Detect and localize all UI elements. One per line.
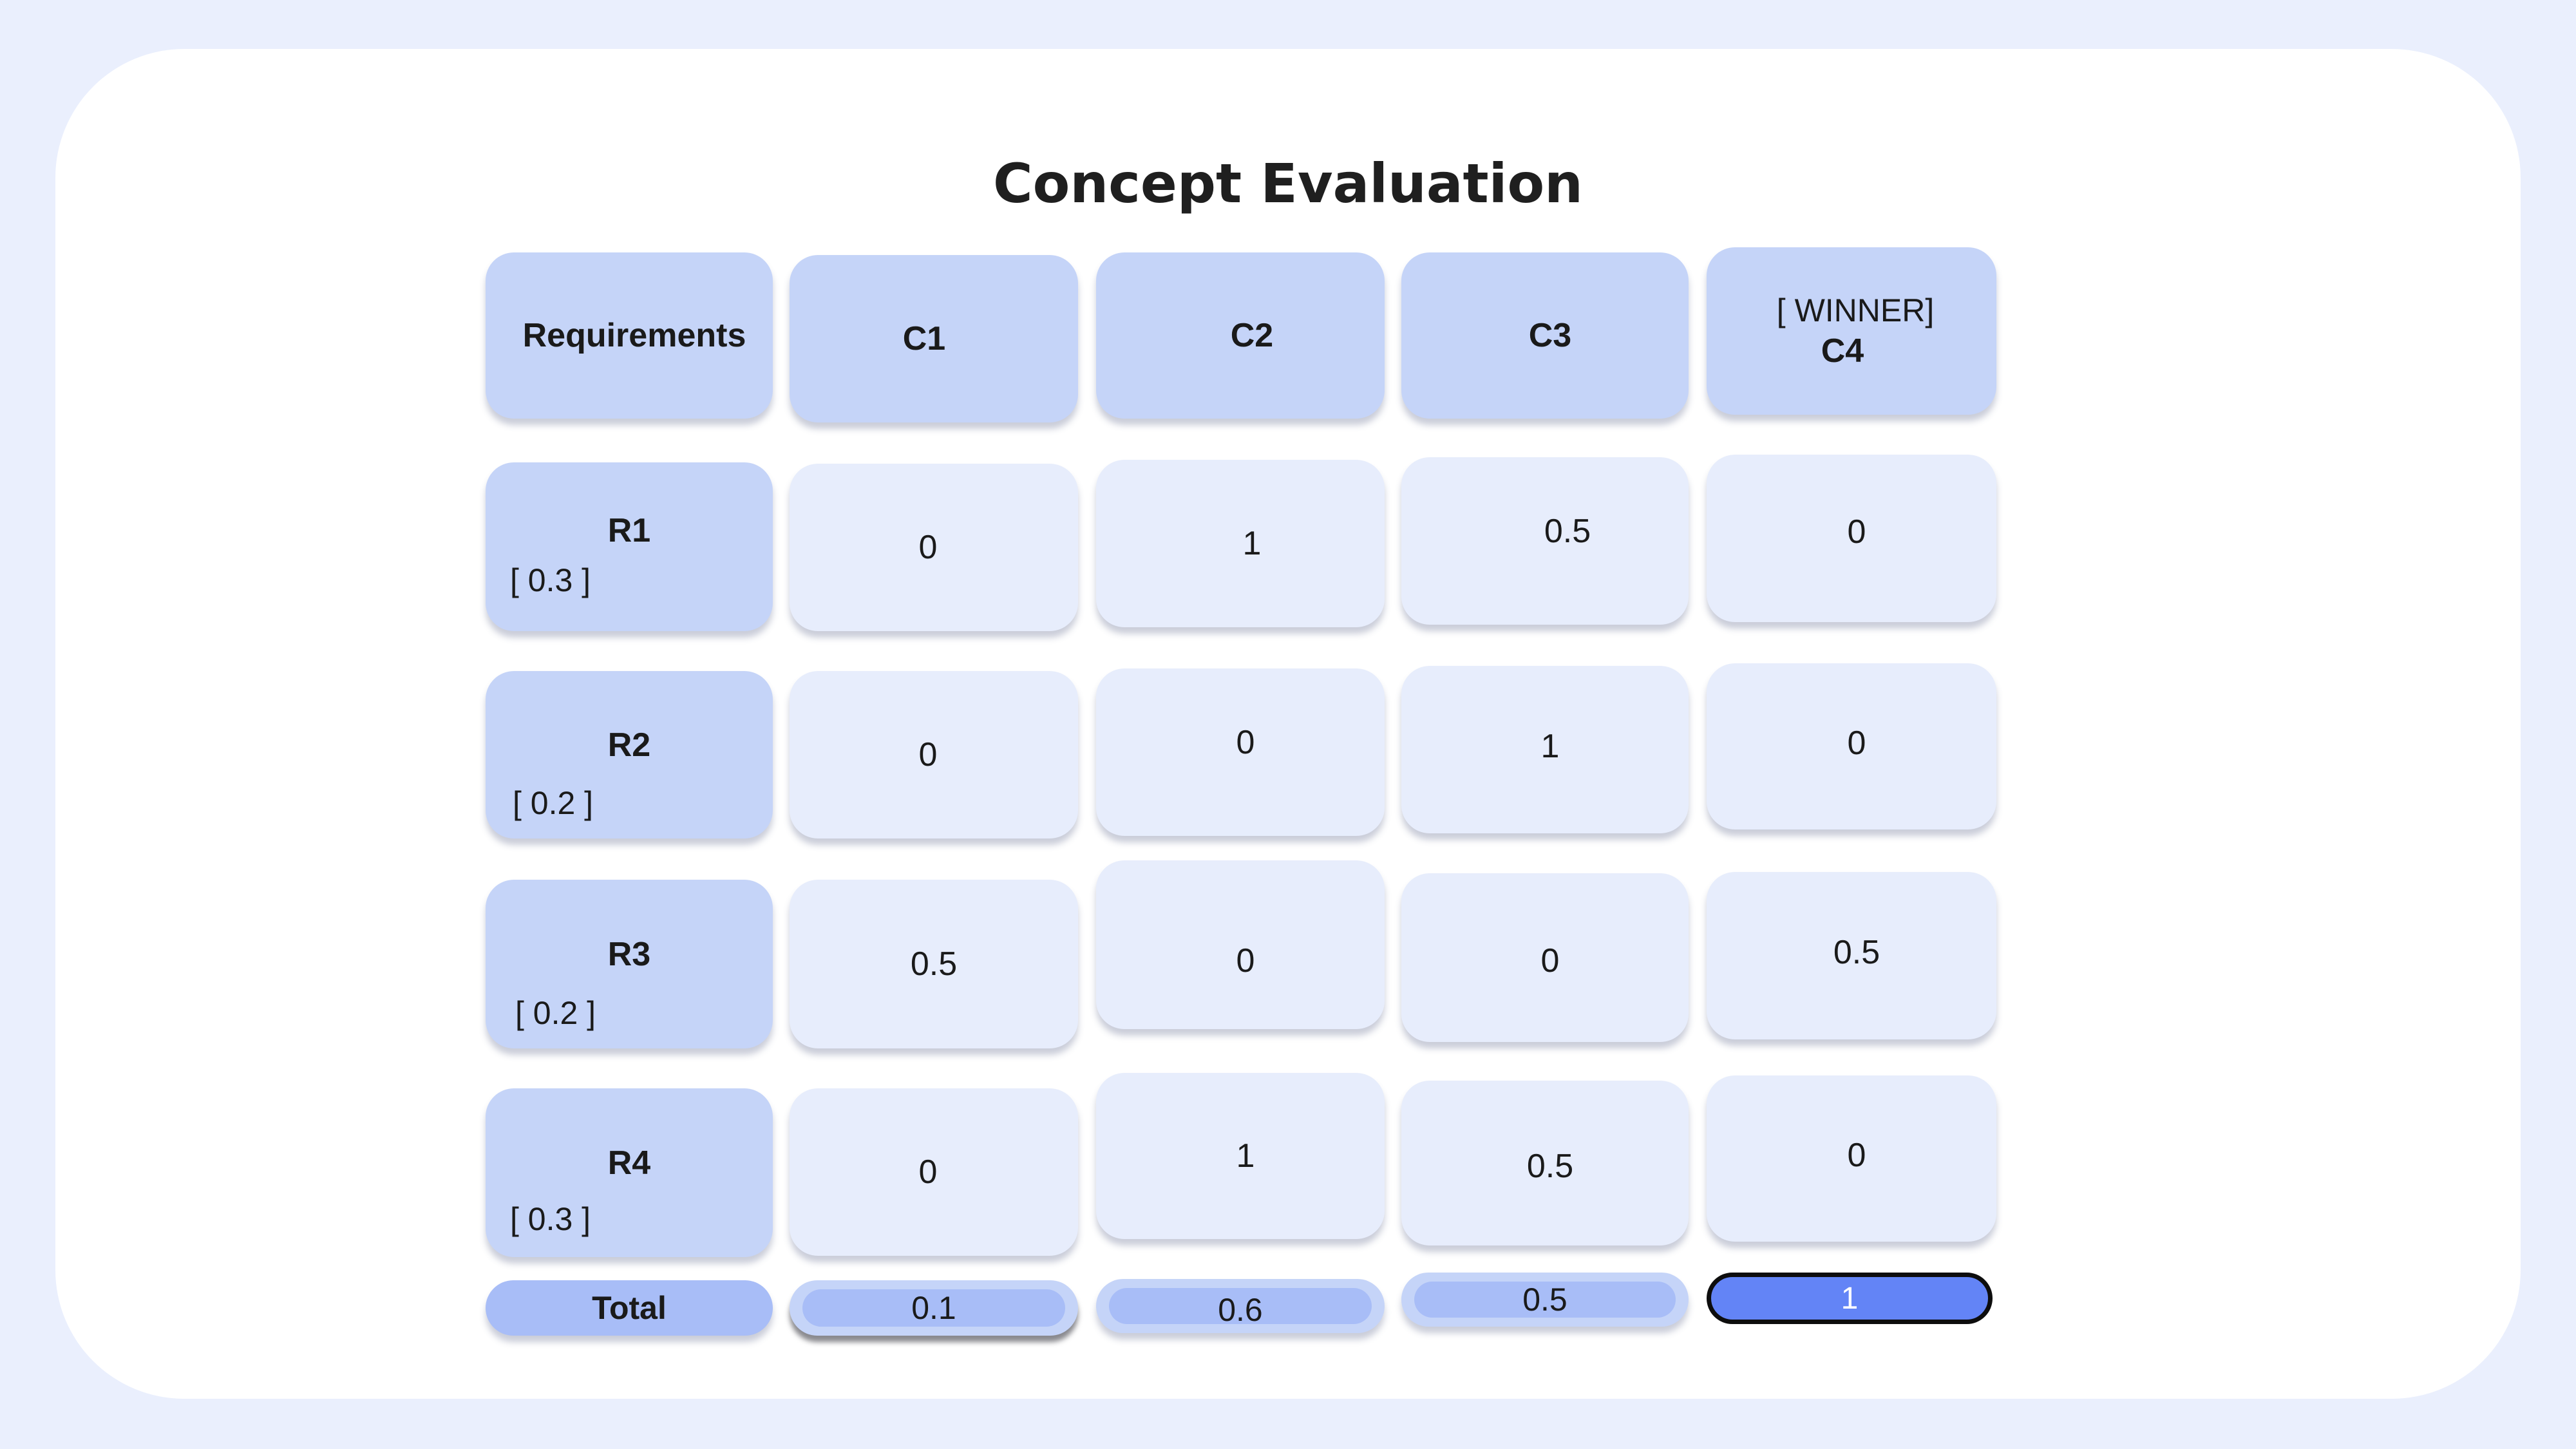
- score-value: 0: [1540, 942, 1560, 980]
- header-c1: C1: [790, 255, 1078, 422]
- total-value: 1: [1841, 1281, 1859, 1316]
- score-value: 0: [918, 1153, 938, 1191]
- score-r2-c1: 0: [790, 671, 1078, 838]
- row-r4-name: R4: [607, 1144, 651, 1182]
- total-bar: [1109, 1288, 1372, 1324]
- score-value: 1: [1242, 525, 1262, 562]
- score-value: 0.5: [1526, 1148, 1574, 1185]
- total-c1: 0.1: [790, 1280, 1078, 1336]
- total-c3: 0.5: [1401, 1273, 1689, 1327]
- row-r2-weight: [ 0.2 ]: [513, 785, 594, 821]
- score-value: 0.5: [1833, 934, 1880, 971]
- score-r1-c3: 0.5: [1401, 457, 1689, 625]
- score-r2-c4: 0: [1707, 663, 1996, 829]
- total-c4-winner: 1: [1707, 1273, 1993, 1324]
- score-value: 0: [1236, 724, 1255, 761]
- score-r1-c4: 0: [1707, 455, 1996, 622]
- total-c2: 0.6: [1096, 1279, 1385, 1333]
- score-value: 0.5: [910, 945, 958, 983]
- total-label-cell: Total: [486, 1280, 773, 1336]
- score-r3-c1: 0.5: [790, 880, 1078, 1048]
- score-value: 0: [918, 529, 938, 566]
- row-r3-name: R3: [607, 936, 651, 973]
- score-value: 1: [1540, 728, 1560, 765]
- score-r3-c4: 0.5: [1707, 872, 1996, 1039]
- row-r2-header: R2 [ 0.2 ]: [486, 671, 773, 838]
- header-c3: C3: [1401, 252, 1689, 419]
- row-r3-header: R3 [ 0.2 ]: [486, 880, 773, 1048]
- score-r1-c2: 1: [1096, 460, 1385, 627]
- score-value: 0: [1847, 513, 1866, 551]
- row-r1-weight: [ 0.3 ]: [510, 562, 591, 598]
- total-bar: [1414, 1282, 1676, 1318]
- total-label: Total: [592, 1290, 667, 1326]
- row-r3-weight: [ 0.2 ]: [515, 995, 596, 1031]
- score-r4-c2: 1: [1096, 1073, 1385, 1239]
- score-value: 0: [1847, 1137, 1866, 1174]
- header-requirements-label: Requirements: [522, 317, 746, 354]
- total-value: 0.5: [1522, 1282, 1567, 1318]
- total-value: 0.1: [911, 1290, 956, 1326]
- score-value: 0: [918, 736, 938, 773]
- score-r2-c3: 1: [1401, 666, 1689, 833]
- row-r2-name: R2: [607, 726, 651, 764]
- score-r3-c2: 0: [1096, 860, 1385, 1029]
- winner-tag: [ WINNER]: [1776, 292, 1935, 328]
- score-r4-c3: 0.5: [1401, 1081, 1689, 1245]
- score-value: 0: [1236, 942, 1255, 980]
- score-r2-c2: 0: [1096, 668, 1385, 836]
- row-r1-name: R1: [607, 512, 651, 549]
- header-c4-label: C4: [1821, 332, 1864, 370]
- row-r4-header: R4 [ 0.3 ]: [486, 1088, 773, 1257]
- score-r1-c1: 0: [790, 464, 1078, 631]
- score-value: 1: [1236, 1137, 1255, 1175]
- header-c2: C2: [1096, 252, 1385, 419]
- header-c3-label: C3: [1528, 317, 1572, 354]
- score-r3-c3: 0: [1401, 873, 1689, 1042]
- total-value: 0.6: [1218, 1292, 1263, 1328]
- row-r4-weight: [ 0.3 ]: [510, 1201, 591, 1237]
- header-c4: [ WINNER] C4: [1707, 247, 1996, 415]
- score-r4-c4: 0: [1707, 1075, 1996, 1242]
- page-title: Concept Evaluation: [992, 152, 1583, 215]
- header-c2-label: C2: [1230, 317, 1274, 354]
- header-requirements: Requirements: [486, 252, 773, 419]
- score-r4-c1: 0: [790, 1088, 1078, 1256]
- total-bar: [802, 1289, 1065, 1327]
- header-c1-label: C1: [902, 320, 946, 357]
- row-r1-header: R1 [ 0.3 ]: [486, 462, 773, 631]
- score-value: 0: [1847, 724, 1866, 762]
- score-value: 0.5: [1544, 513, 1591, 550]
